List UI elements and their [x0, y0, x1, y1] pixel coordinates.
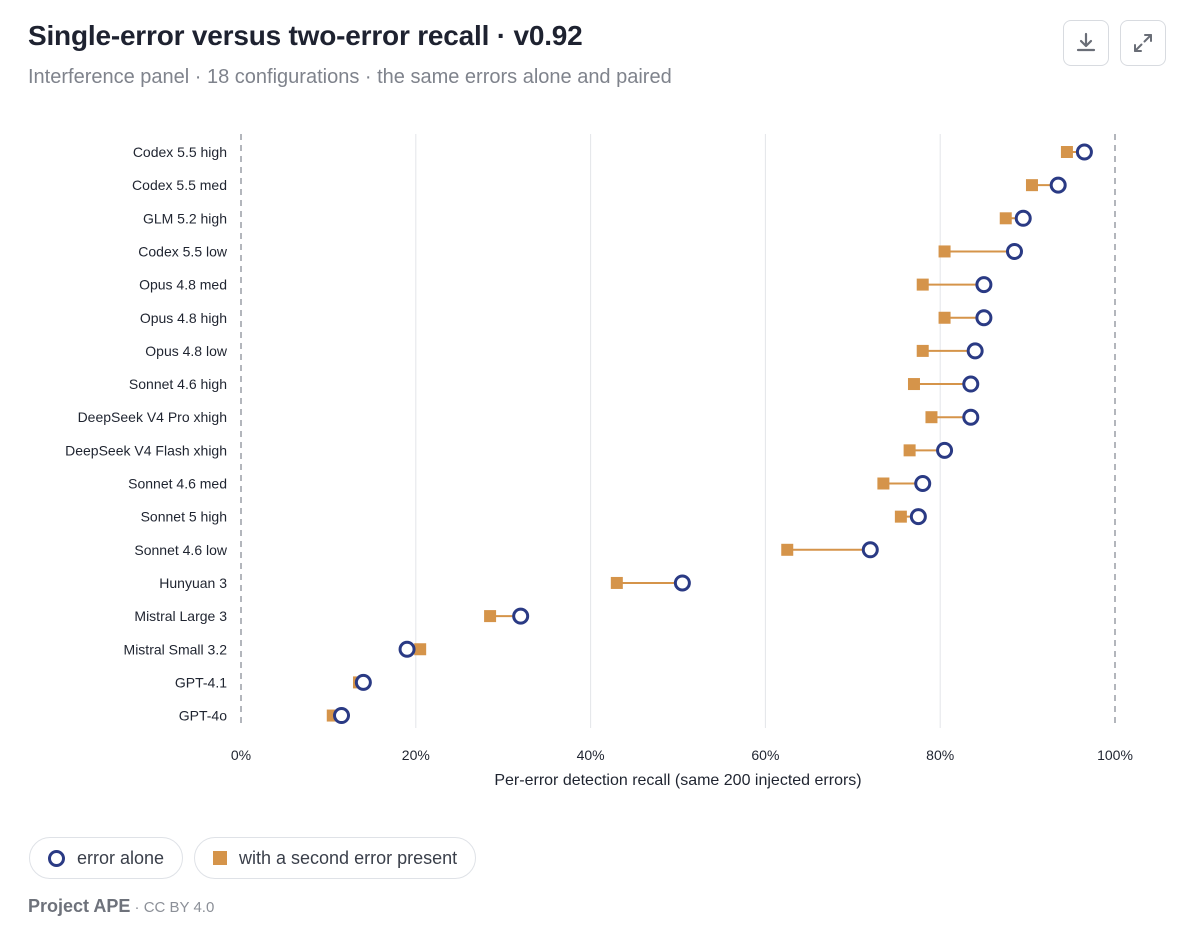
chart-row: Sonnet 4.6 high: [129, 375, 980, 393]
paired-square-marker: [907, 378, 920, 391]
y-category-label: Sonnet 4.6 low: [134, 542, 228, 558]
paired-square-marker: [938, 311, 951, 324]
y-category-label: GLM 5.2 high: [143, 210, 227, 226]
chart-row: Opus 4.8 high: [140, 309, 993, 327]
y-category-label: DeepSeek V4 Pro xhigh: [78, 409, 227, 425]
alone-circle-marker: [914, 475, 932, 492]
chart-row: DeepSeek V4 Flash xhigh: [65, 441, 954, 459]
chart-row: Opus 4.8 med: [139, 276, 993, 294]
alone-circle-marker: [354, 673, 372, 691]
chart-row: Codex 5.5 low: [138, 242, 1023, 260]
paired-square-marker: [999, 212, 1012, 225]
y-category-label: Opus 4.8 low: [145, 343, 228, 359]
row-layer: Codex 5.5 high Codex 5.5 med GLM 5.2 high C…: [65, 143, 1093, 725]
paired-square-marker: [1060, 146, 1073, 158]
legend-label-second-error: with a second error present: [239, 847, 458, 868]
chart-row: Sonnet 4.6 low: [134, 541, 879, 559]
chart-row: DeepSeek V4 Pro xhigh: [78, 408, 980, 426]
x-tick-label: 0%: [231, 747, 251, 763]
paired-square-marker: [781, 543, 794, 556]
y-category-label: Sonnet 4.6 high: [129, 376, 227, 392]
y-category-label: Codex 5.5 high: [133, 144, 227, 160]
y-category-label: Mistral Large 3: [134, 608, 227, 624]
alone-circle-marker: [966, 342, 984, 360]
alone-circle-marker: [936, 441, 954, 459]
alone-circle-marker: [962, 408, 980, 426]
alone-circle-marker: [1049, 176, 1067, 194]
download-icon: [1076, 32, 1096, 52]
y-category-label: GPT-4.1: [175, 674, 227, 690]
alone-circle-marker: [333, 707, 351, 725]
alone-circle-marker: [975, 309, 993, 327]
footer: Project APE · CC BY 4.0: [28, 896, 214, 917]
paired-square-marker: [916, 278, 929, 291]
chart-row: Mistral Large 3: [134, 607, 530, 625]
y-category-label: Codex 5.5 med: [132, 177, 227, 193]
chart-row: GPT-4.1: [175, 673, 372, 691]
y-category-label: Hunyuan 3: [159, 575, 227, 591]
paired-square-marker: [610, 576, 623, 589]
alone-circle-marker: [1075, 143, 1093, 161]
chart-row: Codex 5.5 med: [132, 176, 1067, 194]
grid-layer: [240, 134, 1116, 728]
legend-item-error-alone[interactable]: error alone: [29, 837, 184, 879]
chart-title: Single-error versus two-error recall · v…: [28, 20, 583, 51]
alone-circle-marker: [1005, 242, 1023, 260]
x-tick-label: 100%: [1097, 747, 1133, 763]
chart-row: Sonnet 5 high: [141, 508, 927, 526]
download-button[interactable]: [1063, 20, 1109, 66]
paired-square-marker: [938, 245, 951, 258]
legend-label-error-alone: error alone: [77, 847, 165, 868]
y-category-label: Sonnet 4.6 med: [128, 476, 227, 492]
alone-circle-marker: [975, 276, 993, 294]
chart-row: Sonnet 4.6 med: [128, 475, 932, 492]
alone-circle-marker: [398, 640, 416, 658]
chart-row: GLM 5.2 high: [143, 209, 1032, 227]
x-tick-label: 40%: [577, 747, 605, 763]
square-marker-icon: [213, 851, 227, 865]
y-category-label: GPT-4o: [179, 708, 227, 724]
paired-square-marker: [414, 643, 427, 656]
paired-square-marker: [894, 510, 907, 523]
alone-circle-marker: [861, 541, 879, 559]
chart-row: Codex 5.5 high: [133, 143, 1093, 161]
chart-subtitle: Interference panel · 18 configurations ·…: [28, 66, 672, 88]
x-tick-label: 80%: [926, 747, 954, 763]
chart-row: GPT-4o: [179, 707, 351, 725]
paired-square-marker: [925, 411, 938, 424]
paired-square-marker: [877, 477, 890, 490]
paired-square-marker: [903, 444, 916, 457]
paired-square-marker: [484, 610, 497, 623]
y-category-label: Mistral Small 3.2: [124, 641, 228, 657]
x-axis-ticks: 0% 20% 40% 60% 80% 100%: [231, 747, 1133, 763]
alone-circle-marker: [909, 508, 927, 526]
paired-square-marker: [1025, 179, 1038, 192]
y-category-label: Opus 4.8 high: [140, 310, 227, 326]
alone-circle-marker: [962, 375, 980, 393]
dumbbell-chart: Codex 5.5 high Codex 5.5 med GLM 5.2 high C…: [65, 134, 1133, 789]
chart-row: Opus 4.8 low: [145, 342, 984, 360]
y-category-label: Sonnet 5 high: [141, 509, 227, 525]
circle-marker-icon: [48, 849, 65, 867]
legend-item-second-error[interactable]: with a second error present: [194, 837, 477, 879]
paired-square-marker: [916, 344, 929, 357]
expand-button[interactable]: [1120, 20, 1166, 66]
y-category-label: Opus 4.8 med: [139, 277, 227, 293]
y-category-label: DeepSeek V4 Flash xhigh: [65, 442, 227, 458]
y-category-label: Codex 5.5 low: [138, 243, 228, 259]
chart-row: Mistral Small 3.2: [124, 640, 427, 658]
x-axis-title: Per-error detection recall (same 200 inj…: [494, 772, 861, 789]
footer-brand: Project APE: [28, 896, 131, 916]
alone-circle-marker: [673, 574, 691, 592]
alone-circle-marker: [512, 607, 530, 625]
x-tick-label: 20%: [402, 747, 430, 763]
x-tick-label: 60%: [751, 747, 779, 763]
footer-license: · CC BY 4.0: [130, 899, 215, 916]
chart-row: Hunyuan 3: [159, 574, 691, 592]
alone-circle-marker: [1014, 209, 1032, 227]
expand-icon: [1134, 34, 1152, 52]
